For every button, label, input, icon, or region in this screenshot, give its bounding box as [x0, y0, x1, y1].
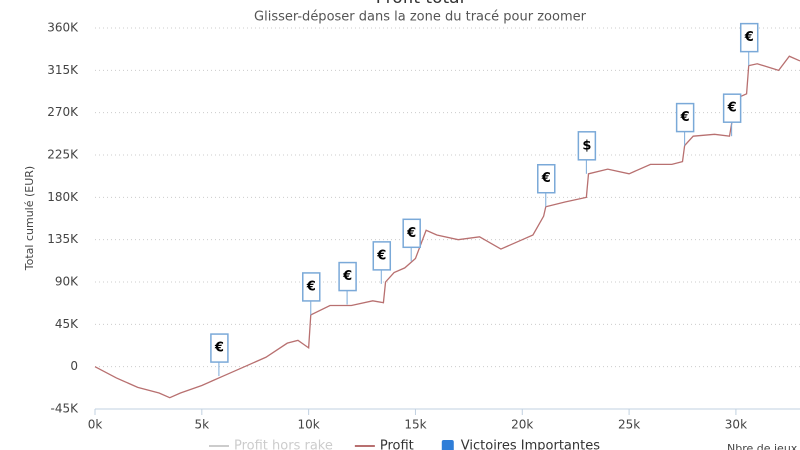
y-tick-label: 180K	[47, 190, 79, 204]
flag-box	[537, 163, 556, 194]
y-tick-label: 45K	[55, 317, 79, 331]
x-tick-label: 20k	[511, 418, 533, 432]
y-axis-label: Total cumulé (EUR)	[23, 166, 36, 271]
flag: €	[302, 272, 321, 315]
flag: €	[372, 241, 392, 284]
flag-label: €	[727, 101, 737, 116]
legend-symbol	[441, 440, 454, 450]
flag-box	[722, 93, 742, 123]
y-tick-label: -45K	[51, 402, 80, 416]
x-axis-label: Nbre de jeux	[727, 442, 798, 450]
y-tick-label: 225K	[47, 148, 79, 162]
flag: €	[402, 218, 421, 262]
flag-label: €	[541, 171, 551, 186]
x-tick-label: 5k	[195, 418, 210, 432]
flag-box	[302, 272, 321, 302]
flag-label: €	[376, 248, 386, 263]
flag: €	[722, 93, 742, 137]
y-tick-label: 135K	[47, 232, 79, 246]
x-tick-label: 10k	[298, 418, 320, 432]
flag-label: $	[582, 138, 591, 153]
chart-title: Profit total	[376, 0, 465, 8]
flag: $	[577, 131, 597, 174]
flag-box	[675, 102, 695, 133]
flag-box	[338, 261, 357, 292]
x-tick-label: 30k	[725, 418, 747, 432]
y-tick-label: 0	[70, 359, 78, 373]
legend-label: Profit	[380, 439, 414, 450]
y-tick-label: 90K	[55, 275, 79, 289]
flag-label: €	[406, 226, 416, 241]
legend-label: Victoires Importantes	[461, 439, 600, 450]
y-tick-label: 360K	[47, 21, 79, 35]
legend-label: Profit hors rake	[234, 439, 333, 450]
flag-label: €	[744, 30, 754, 45]
x-tick-label: 15k	[404, 418, 426, 432]
chart-subtitle: Glisser-déposer dans la zone du tracé po…	[254, 10, 587, 25]
x-tick-label: 25k	[618, 418, 640, 432]
flag: €	[210, 333, 229, 377]
flag-box	[210, 333, 229, 363]
flag: €	[537, 163, 556, 207]
flag: €	[338, 261, 357, 305]
flag: €	[739, 22, 759, 66]
y-tick-label: 315K	[47, 63, 79, 77]
x-tick-label: 0k	[88, 418, 103, 432]
flag-label: €	[214, 341, 224, 356]
flag-label: €	[306, 279, 316, 294]
y-tick-label: 270K	[47, 105, 79, 119]
flag-box	[402, 218, 421, 249]
flag-box	[739, 22, 759, 53]
flag-label: €	[342, 269, 352, 284]
profit-line	[94, 55, 800, 399]
flag: €	[675, 102, 695, 146]
flag-box	[372, 241, 392, 271]
flag-box	[577, 131, 597, 161]
flag-label: €	[680, 110, 690, 125]
